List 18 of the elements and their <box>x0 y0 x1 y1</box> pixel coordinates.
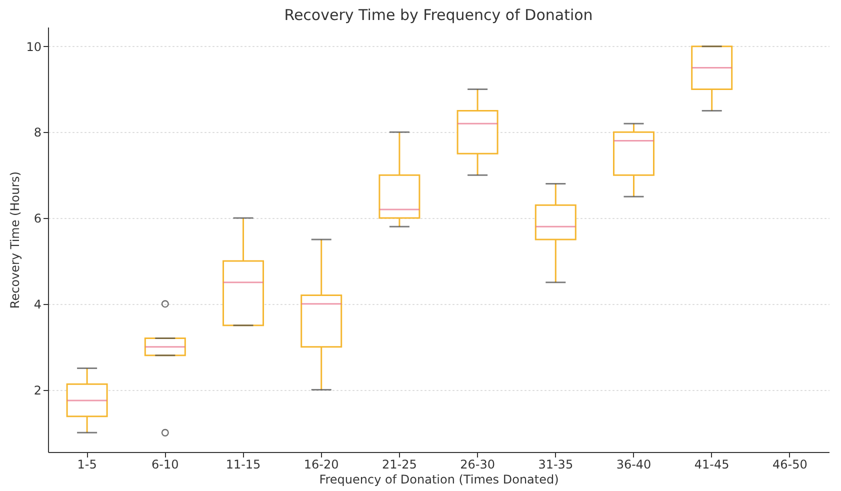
x-tick-label: 6-10 <box>152 458 179 472</box>
x-tick-label: 1-5 <box>77 458 97 472</box>
x-tick-label: 11-15 <box>226 458 261 472</box>
y-tick-label: 2 <box>34 383 42 398</box>
x-tick-label: 21-25 <box>382 458 417 472</box>
y-tick-label: 8 <box>34 126 42 140</box>
x-tick-label: 46-50 <box>772 458 808 472</box>
y-tick-label: 10 <box>26 40 42 54</box>
x-tick-label: 26-30 <box>460 458 495 472</box>
chart-title: Recovery Time by Frequency of Donation <box>284 6 593 24</box>
y-tick-label: 6 <box>34 212 42 226</box>
y-tick-label: 4 <box>34 297 42 312</box>
y-axis-title: Recovery Time (Hours) <box>8 171 22 309</box>
x-tick-label: 31-35 <box>538 458 574 472</box>
x-tick-label: 36-40 <box>616 458 652 472</box>
x-axis-title: Frequency of Donation (Times Donated) <box>319 472 559 486</box>
x-tick-label: 41-45 <box>694 458 730 472</box>
x-tick-label: 16-20 <box>304 458 339 472</box>
